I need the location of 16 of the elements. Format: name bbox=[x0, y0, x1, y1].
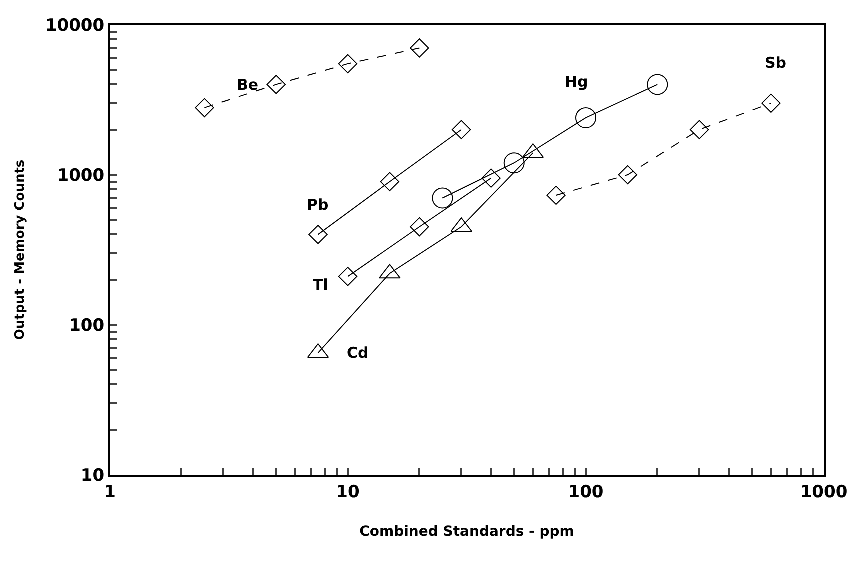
x-tick-label: 10 bbox=[336, 482, 360, 502]
series-label: Cd bbox=[347, 344, 369, 362]
y-tick-label: 10 bbox=[80, 466, 105, 486]
series-label: Tl bbox=[313, 276, 328, 294]
series-label: Pb bbox=[307, 196, 329, 214]
series-label: Hg bbox=[565, 73, 588, 91]
series-label: Sb bbox=[765, 54, 787, 72]
y-tick-label: 1000 bbox=[57, 166, 105, 186]
x-axis-title: Combined Standards - ppm bbox=[360, 524, 574, 540]
y-axis-title: Output - Memory Counts bbox=[12, 160, 28, 340]
x-tick-label: 1000 bbox=[800, 482, 848, 502]
x-tick-label: 1 bbox=[104, 482, 116, 502]
y-tick-label: 10000 bbox=[45, 16, 105, 36]
x-tick-label: 100 bbox=[568, 482, 604, 502]
series-label: Be bbox=[237, 76, 259, 94]
y-tick-label: 100 bbox=[69, 316, 105, 336]
